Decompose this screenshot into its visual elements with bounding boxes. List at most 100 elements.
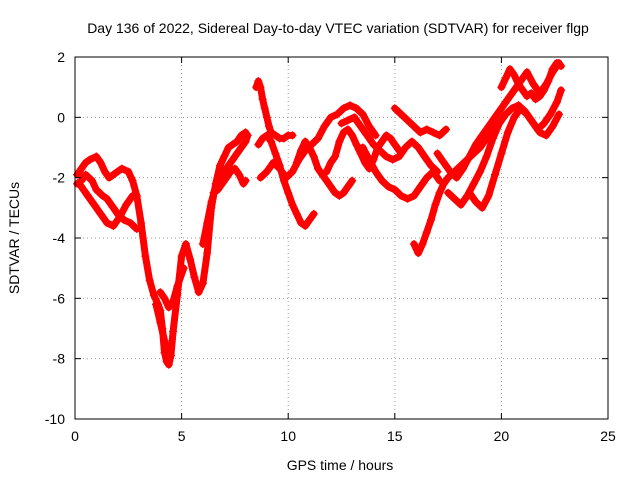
y-axis-label: SDTVAR / TECUs xyxy=(6,182,22,294)
x-tick-label: 0 xyxy=(71,428,79,444)
plus-marker xyxy=(81,170,90,179)
plus-marker xyxy=(478,131,487,140)
plus-marker xyxy=(177,252,186,261)
plus-marker xyxy=(343,182,352,191)
plus-marker xyxy=(369,140,378,149)
data-series xyxy=(73,59,566,369)
plus-marker xyxy=(194,288,203,297)
plus-marker xyxy=(301,137,310,146)
plus-marker xyxy=(222,173,231,182)
plus-marker xyxy=(422,227,431,236)
plus-marker xyxy=(156,318,165,327)
plus-marker xyxy=(309,152,318,161)
plus-marker xyxy=(433,149,442,158)
plus-marker xyxy=(292,209,301,218)
plus-marker xyxy=(96,158,105,167)
plus-marker xyxy=(348,176,357,185)
plus-marker xyxy=(235,170,244,179)
plus-marker xyxy=(529,80,538,89)
plus-marker xyxy=(88,176,97,185)
plus-marker xyxy=(548,65,557,74)
plus-marker xyxy=(292,158,301,167)
plus-marker xyxy=(173,282,182,291)
plus-marker xyxy=(301,221,310,230)
plus-marker xyxy=(450,194,459,203)
plus-marker xyxy=(326,182,335,191)
plus-marker xyxy=(256,173,265,182)
plus-marker xyxy=(382,131,391,140)
plus-marker xyxy=(529,119,538,128)
plus-marker xyxy=(209,188,218,197)
plus-marker xyxy=(363,131,372,140)
plus-marker xyxy=(314,134,323,143)
plus-marker xyxy=(535,128,544,137)
plus-marker xyxy=(422,173,431,182)
plus-marker xyxy=(228,140,237,149)
plus-marker xyxy=(452,173,461,182)
plus-marker xyxy=(203,249,212,258)
plus-marker xyxy=(333,110,342,119)
plus-marker xyxy=(126,218,135,227)
plus-marker xyxy=(339,128,348,137)
plus-marker xyxy=(109,170,118,179)
plus-marker xyxy=(476,167,485,176)
plus-marker xyxy=(267,137,276,146)
series-band xyxy=(318,171,356,200)
plus-marker xyxy=(441,125,450,134)
plus-marker xyxy=(414,143,423,152)
plus-marker xyxy=(510,71,519,80)
plus-marker xyxy=(386,134,395,143)
plus-marker xyxy=(346,101,355,110)
series-arc-15 xyxy=(390,104,450,140)
plus-marker xyxy=(365,155,374,164)
plus-marker xyxy=(552,98,561,107)
plus-marker xyxy=(546,110,555,119)
plus-marker xyxy=(320,122,329,131)
plus-marker xyxy=(186,255,195,264)
plus-marker xyxy=(420,152,429,161)
plus-marker xyxy=(141,252,150,261)
plus-marker xyxy=(503,95,512,104)
plus-marker xyxy=(427,215,436,224)
plus-marker xyxy=(535,92,544,101)
plus-marker xyxy=(503,128,512,137)
plus-marker xyxy=(265,122,274,131)
series-arc-3 xyxy=(77,182,137,230)
plus-marker xyxy=(416,128,425,137)
y-tick-label: 0 xyxy=(57,109,65,125)
plus-marker xyxy=(435,188,444,197)
plus-marker xyxy=(115,212,124,221)
plus-marker xyxy=(390,140,399,149)
plus-marker xyxy=(557,86,566,95)
series-band xyxy=(338,113,441,176)
plus-marker xyxy=(230,164,239,173)
series-arc-19 xyxy=(465,104,563,212)
plus-marker xyxy=(128,191,137,200)
series-band xyxy=(199,131,252,248)
plus-marker xyxy=(371,167,380,176)
plus-marker xyxy=(117,164,126,173)
plus-marker xyxy=(510,113,519,122)
plus-marker xyxy=(557,62,566,71)
plus-marker xyxy=(296,146,305,155)
plus-marker xyxy=(92,185,101,194)
plus-marker xyxy=(352,140,361,149)
y-tick-label: -6 xyxy=(53,290,66,306)
plus-marker xyxy=(516,104,525,113)
plus-marker xyxy=(554,110,563,119)
x-tick-label: 5 xyxy=(178,428,186,444)
plus-marker xyxy=(497,83,506,92)
plus-marker xyxy=(350,113,359,122)
series-arc-20 xyxy=(497,59,566,104)
plus-marker xyxy=(254,77,263,86)
plus-marker xyxy=(282,173,291,182)
plus-marker xyxy=(260,104,269,113)
plus-marker xyxy=(358,143,367,152)
plus-marker xyxy=(152,300,161,309)
plus-marker xyxy=(339,188,348,197)
plus-marker xyxy=(122,200,131,209)
y-tick-label: -2 xyxy=(53,170,66,186)
plus-marker xyxy=(469,179,478,188)
plus-marker xyxy=(465,188,474,197)
